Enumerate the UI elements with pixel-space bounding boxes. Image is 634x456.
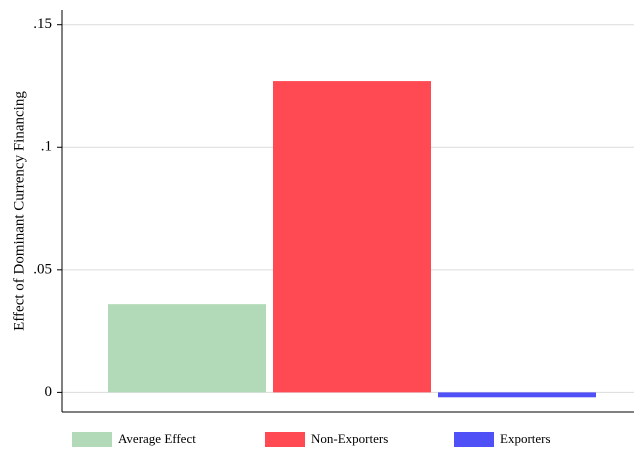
legend-swatch: [72, 432, 112, 447]
y-tick-label: .15: [33, 16, 52, 32]
y-tick-label: 0: [45, 384, 53, 400]
legend-swatch: [454, 432, 494, 447]
legend-label: Exporters: [500, 431, 551, 446]
bar: [108, 304, 266, 393]
y-axis-label: Effect of Dominant Currency Financing: [11, 91, 27, 331]
legend-label: Non-Exporters: [311, 431, 388, 446]
legend-swatch: [265, 432, 305, 447]
y-tick-label: .05: [33, 261, 52, 277]
y-tick-label: .1: [41, 139, 52, 155]
bar: [438, 392, 596, 398]
bar: [273, 81, 431, 393]
legend-label: Average Effect: [118, 431, 196, 446]
